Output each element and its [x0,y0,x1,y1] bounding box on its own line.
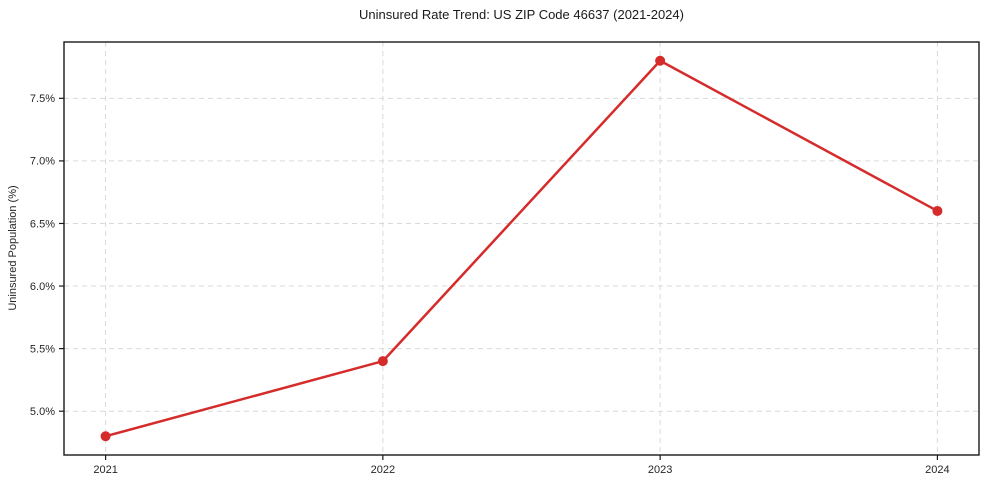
y-tick-label: 5.0% [30,406,55,418]
x-tick-label: 2024 [925,464,949,476]
y-tick-label: 6.5% [30,218,55,230]
data-point-marker [377,356,388,367]
x-tick-label: 2021 [93,464,117,476]
y-tick-label: 6.0% [30,281,55,293]
chart-title: Uninsured Rate Trend: US ZIP Code 46637 … [359,7,684,22]
x-tick-label: 2023 [648,464,672,476]
plot-border [63,41,980,456]
trend-line [104,59,939,438]
data-point-marker [100,431,111,442]
data-point-marker [932,205,943,216]
y-tick-label: 7.5% [30,93,55,105]
y-tick-label: 7.0% [30,156,55,168]
data-point-marker [655,55,666,66]
y-tick-label: 5.5% [30,343,55,355]
x-tick-label: 2022 [371,464,395,476]
